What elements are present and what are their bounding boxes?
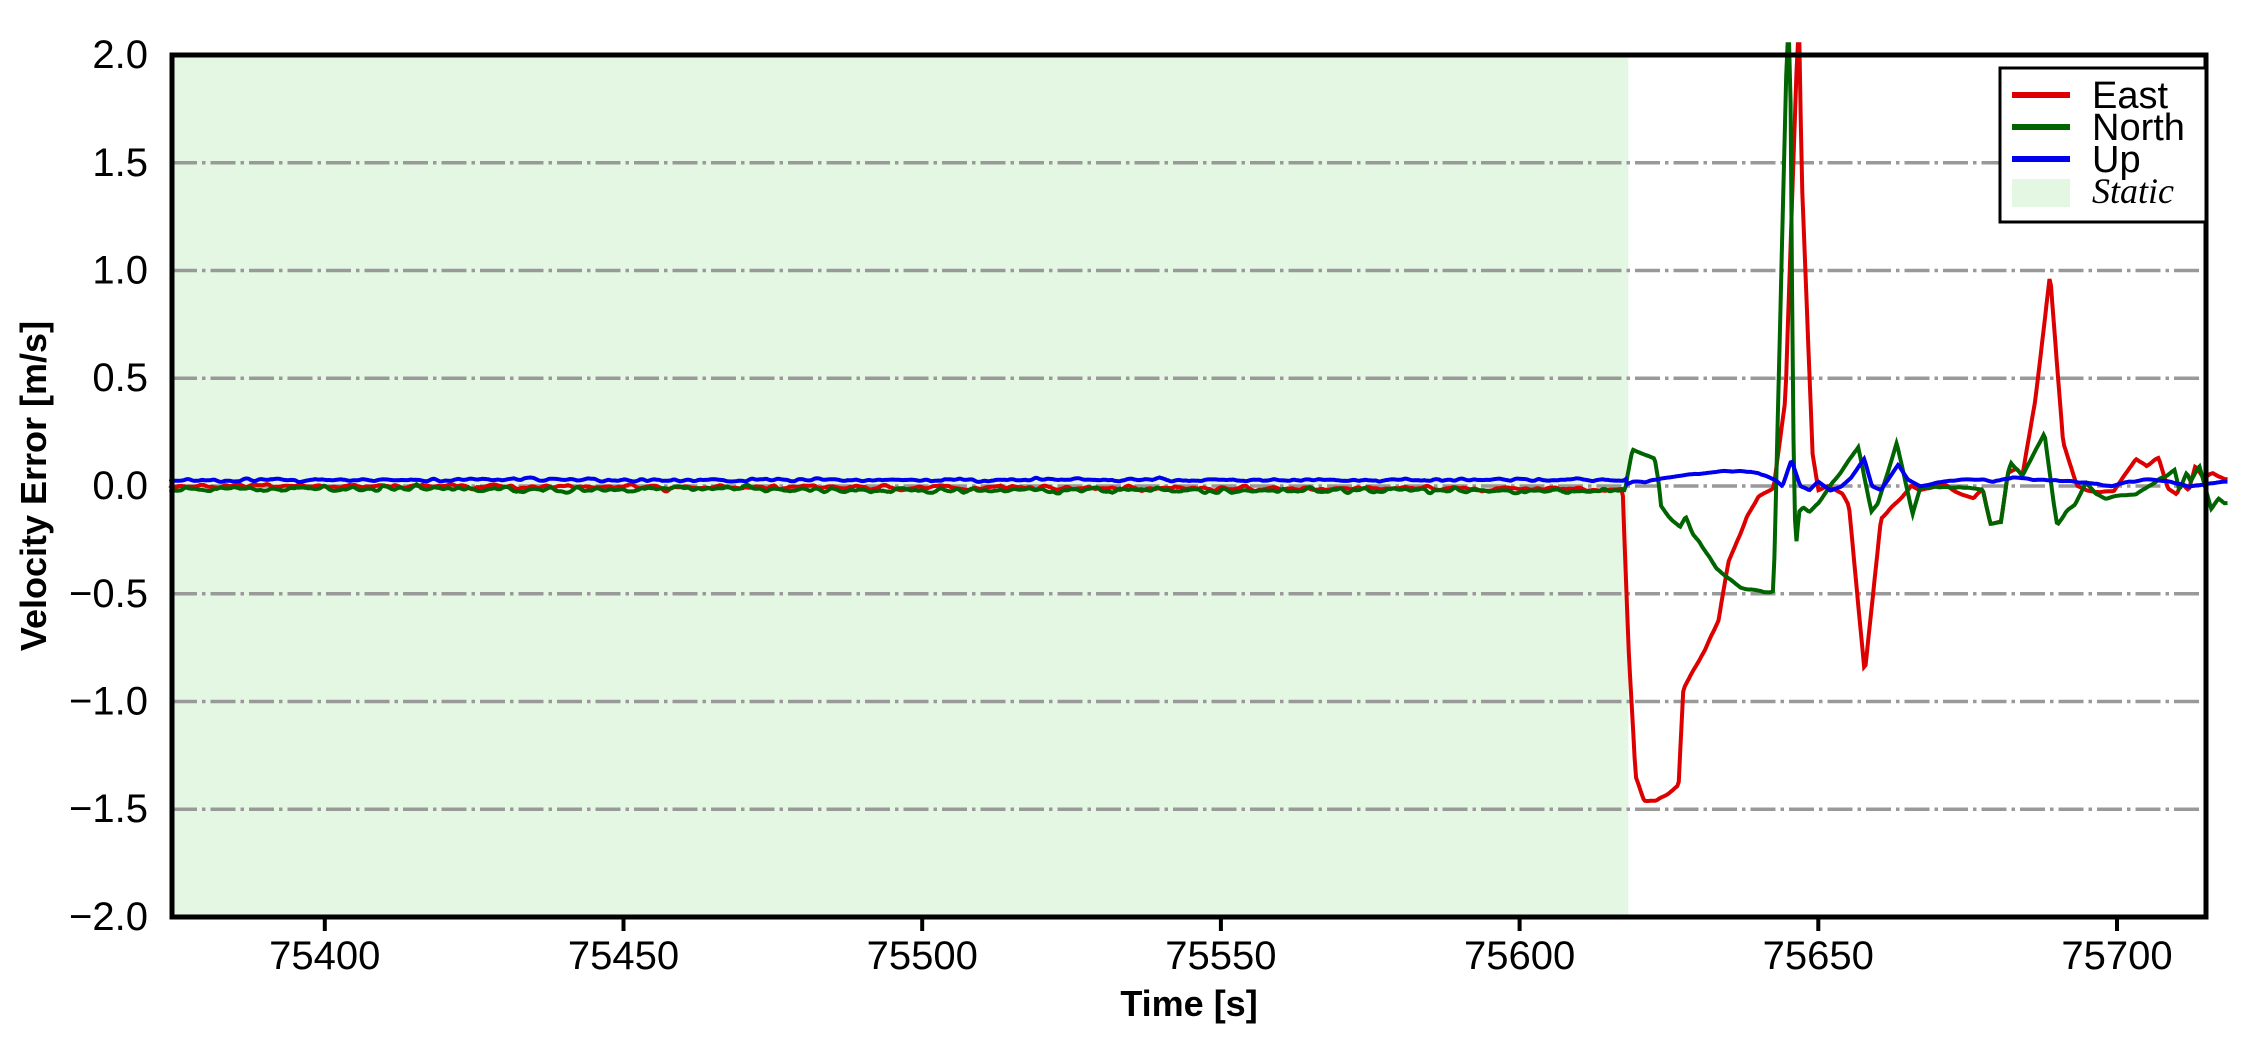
svg-text:−1.5: −1.5: [69, 787, 148, 831]
svg-text:75450: 75450: [568, 934, 679, 978]
svg-text:2.0: 2.0: [92, 33, 148, 77]
svg-text:1.0: 1.0: [92, 249, 148, 293]
svg-text:Static: Static: [2092, 171, 2174, 211]
svg-text:Time [s]: Time [s]: [1120, 983, 1257, 1024]
svg-text:75600: 75600: [1464, 934, 1575, 978]
svg-text:75650: 75650: [1763, 934, 1874, 978]
svg-text:−0.5: −0.5: [69, 572, 148, 616]
svg-text:Velocity Error [m/s]: Velocity Error [m/s]: [13, 321, 54, 651]
svg-text:0.5: 0.5: [92, 356, 148, 400]
svg-text:75400: 75400: [269, 934, 380, 978]
svg-text:75500: 75500: [867, 934, 978, 978]
svg-text:1.5: 1.5: [92, 141, 148, 185]
svg-text:0.0: 0.0: [92, 464, 148, 508]
svg-text:75700: 75700: [2061, 934, 2172, 978]
svg-text:−2.0: −2.0: [69, 895, 148, 939]
svg-text:−1.0: −1.0: [69, 680, 148, 724]
svg-text:75550: 75550: [1165, 934, 1276, 978]
